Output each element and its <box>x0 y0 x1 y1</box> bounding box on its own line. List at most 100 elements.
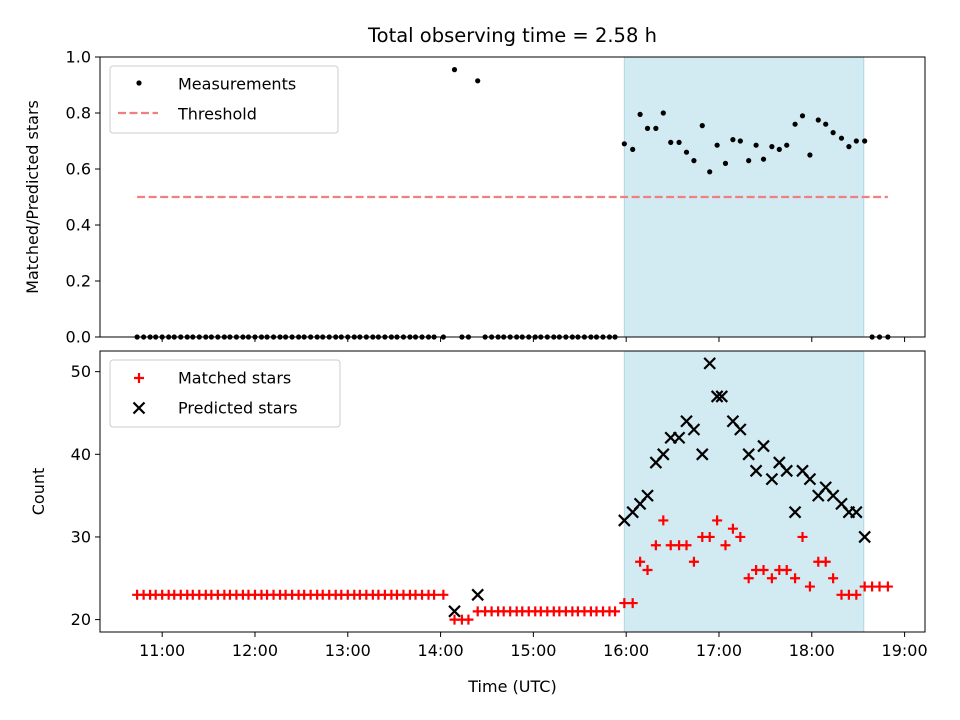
matched-star-point <box>438 589 449 600</box>
measurement-point <box>799 113 806 119</box>
predicted-star-point <box>471 588 484 602</box>
legend: Measurements Threshold <box>109 65 339 134</box>
measurement-point <box>730 137 736 143</box>
predicted-star-point <box>803 472 817 486</box>
matched-star-point <box>797 531 808 542</box>
y-tick-label: 0.4 <box>66 216 91 235</box>
measurement-point <box>683 149 690 155</box>
matched-star-point <box>463 614 474 625</box>
y-axis-label: Count <box>29 468 48 516</box>
matched-star-point <box>720 540 731 551</box>
measurement-point <box>823 121 829 127</box>
predicted-star-point <box>734 423 747 436</box>
matched-star-point <box>781 565 792 576</box>
measurement-point <box>838 135 845 141</box>
legend: Matched stars Predicted stars <box>109 359 341 428</box>
matched-star-point <box>882 581 893 592</box>
measurement-point <box>846 144 852 150</box>
measurement-point <box>830 130 836 136</box>
legend-label: Matched stars <box>178 369 291 388</box>
x-tick-label: 18:00 <box>789 641 835 660</box>
matched-star-point <box>627 598 638 609</box>
measurement-point <box>668 139 674 145</box>
measurement-point <box>676 139 682 145</box>
panel-ratio: 0.0 0.2 0.4 0.6 0.8 1.0 Matched/Predicted star… <box>23 24 926 347</box>
legend-label: Measurements <box>178 75 296 94</box>
measurement-point <box>784 142 790 148</box>
measurement-point <box>776 146 782 152</box>
predicted-star-point <box>703 357 716 370</box>
y-tick-label: 20 <box>71 610 91 629</box>
matched-star-point <box>704 531 715 542</box>
matched-star-point <box>688 556 699 567</box>
legend-marker-dot <box>136 80 142 86</box>
matched-star-point <box>642 565 653 576</box>
matched-star-point <box>619 598 630 609</box>
observing-window-span <box>623 56 865 338</box>
x-tick-label: 17:00 <box>696 641 742 660</box>
predicted-star-point <box>788 505 802 519</box>
matched-star-point <box>735 531 746 542</box>
matched-star-point <box>790 573 801 584</box>
matched-star-point <box>874 581 885 592</box>
measurement-point <box>807 152 813 158</box>
predicted-star-point <box>448 605 461 618</box>
measurement-point <box>451 67 458 73</box>
legend-marker-x <box>132 401 146 415</box>
matched-star-point <box>727 523 738 534</box>
measurement-point <box>653 125 659 131</box>
measurement-point <box>862 138 868 144</box>
x-tick-label: 12:00 <box>232 641 278 660</box>
y-axis-label: Matched/Predicted stars <box>23 100 42 294</box>
predicted-star-point <box>780 464 794 478</box>
axes-frame <box>99 350 926 633</box>
predicted-star-point <box>742 448 755 461</box>
x-tick-label: 16:00 <box>603 641 649 660</box>
matched-star-point <box>681 540 692 551</box>
x-tick-label: 19:00 <box>882 641 928 660</box>
measurement-point <box>660 110 666 116</box>
measurement-point <box>792 121 798 127</box>
y-tick-label: 0.2 <box>66 272 91 291</box>
measurement-point <box>644 125 651 131</box>
predicted-star-point <box>657 448 670 461</box>
x-axis-label: Time (UTC) <box>467 677 556 696</box>
measurement-point <box>637 111 643 117</box>
predicted-star-point <box>687 423 701 436</box>
matched-star-point <box>712 515 723 526</box>
x-tick-label: 14:00 <box>418 641 464 660</box>
measurement-point <box>737 138 743 144</box>
y-tick-label: 30 <box>71 527 91 546</box>
matched-star-point <box>658 515 669 526</box>
measurement-point <box>746 158 752 164</box>
legend-label: Predicted stars <box>178 399 298 418</box>
legend-marker-plus <box>134 373 144 383</box>
measurement-point <box>475 78 481 84</box>
matched-star-point <box>610 606 621 617</box>
legend-frame <box>109 359 341 428</box>
measurement-point <box>722 160 729 166</box>
predicted-star-point <box>765 472 779 486</box>
matched-star-point <box>766 573 777 584</box>
y-tick-label: 0.8 <box>66 104 91 123</box>
panel-count: 20 30 40 50 11:00 12:00 13:00 14:00 15:00 16:00 17… <box>29 350 928 696</box>
measurement-point <box>621 141 627 147</box>
measurement-point <box>815 117 821 123</box>
measurement-point <box>707 169 713 175</box>
series-predicted-stars <box>448 357 871 618</box>
y-tick-label: 40 <box>71 445 91 464</box>
y-tick-label: 0.0 <box>66 328 91 347</box>
predicted-star-point <box>696 448 709 461</box>
series-matched-stars <box>132 515 893 625</box>
matched-star-point <box>851 589 862 600</box>
measurement-point <box>753 142 759 148</box>
chart-title: Total observing time = 2.58 h <box>367 24 657 47</box>
predicted-star-point <box>710 390 724 403</box>
measurement-point <box>714 142 720 148</box>
matched-star-point <box>828 573 839 584</box>
measurement-point <box>769 144 775 150</box>
matched-star-point <box>650 540 661 551</box>
matched-star-point <box>429 589 440 600</box>
x-tick-label: 11:00 <box>139 641 185 660</box>
